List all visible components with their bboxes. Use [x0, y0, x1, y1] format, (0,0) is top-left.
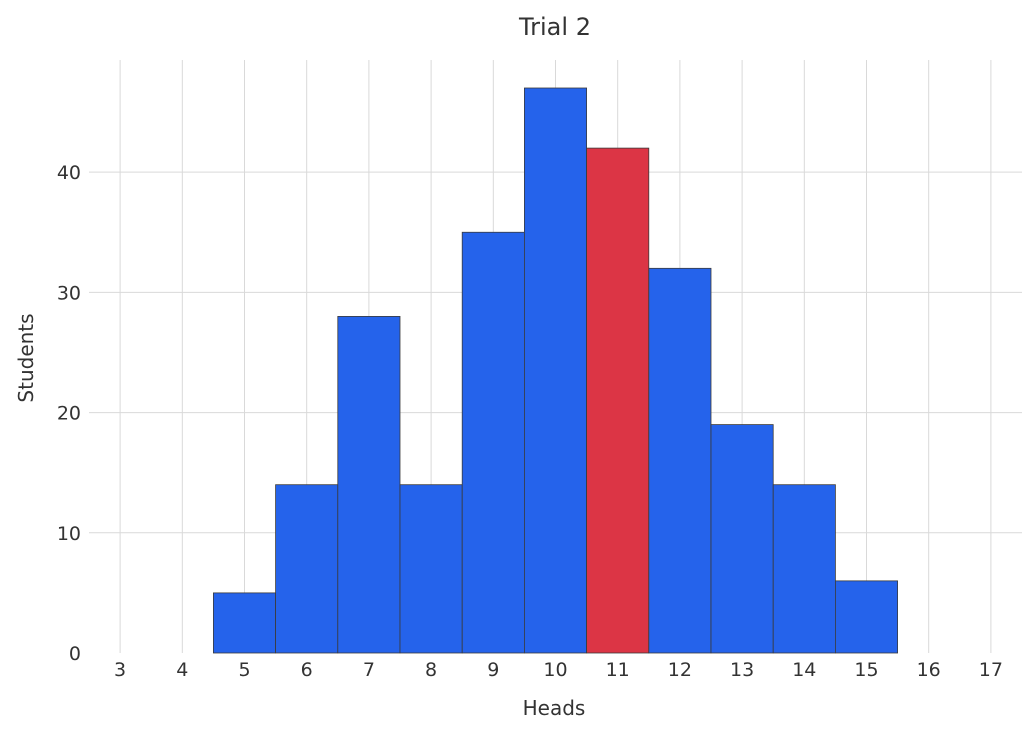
- x-tick-label: 14: [792, 659, 816, 681]
- y-tick-label: 40: [57, 162, 81, 184]
- x-tick-labels: 3 4 5 6 7 8 9 10 11 12 13 14 15 16 17: [114, 659, 1003, 681]
- x-tick-label: 4: [176, 659, 188, 681]
- bar: [275, 484, 339, 654]
- bar: [524, 87, 588, 654]
- x-tick-label: 10: [543, 659, 567, 681]
- bar-highlighted: [586, 147, 650, 654]
- chart-title: Trial 2: [518, 13, 591, 41]
- x-tick-label: 6: [301, 659, 313, 681]
- x-tick-label: 5: [238, 659, 250, 681]
- x-tick-label: 15: [854, 659, 878, 681]
- y-tick-label: 30: [57, 282, 81, 304]
- bar: [337, 316, 401, 654]
- bar: [461, 231, 525, 654]
- x-tick-label: 11: [606, 659, 630, 681]
- bar: [648, 267, 712, 654]
- bar: [710, 424, 774, 654]
- bar: [399, 484, 463, 654]
- bar: [835, 580, 899, 654]
- x-tick-label: 3: [114, 659, 126, 681]
- y-tick-labels: 0 10 20 30 40: [57, 162, 81, 665]
- y-tick-label: 20: [57, 403, 81, 425]
- x-tick-label: 9: [487, 659, 499, 681]
- x-tick-label: 17: [979, 659, 1003, 681]
- x-tick-label: 12: [668, 659, 692, 681]
- y-tick-label: 10: [57, 523, 81, 545]
- x-axis-label: Heads: [523, 696, 586, 720]
- bar: [212, 592, 276, 654]
- x-tick-label: 7: [363, 659, 375, 681]
- y-axis-label: Students: [14, 313, 38, 402]
- x-tick-label: 16: [917, 659, 941, 681]
- x-tick-label: 8: [425, 659, 437, 681]
- bar: [772, 484, 836, 654]
- x-tick-label: 13: [730, 659, 754, 681]
- y-tick-label: 0: [69, 643, 81, 665]
- bars: [212, 87, 899, 654]
